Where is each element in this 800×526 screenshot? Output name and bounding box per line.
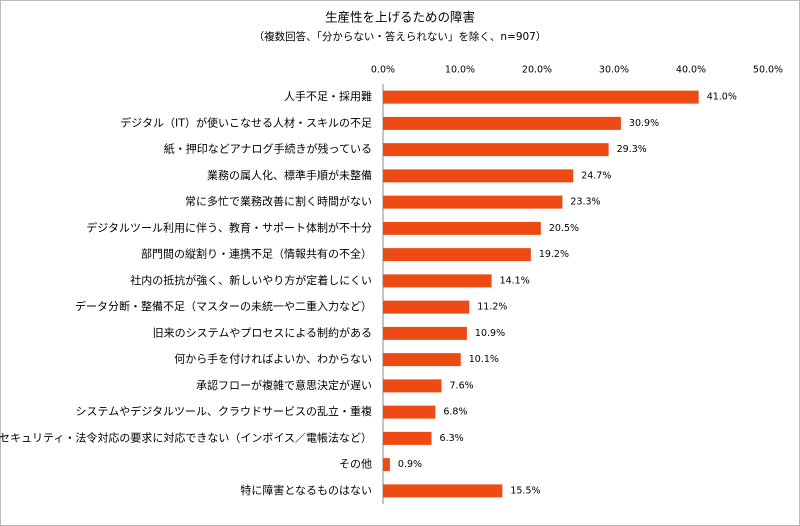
y-tick-label: 承認フローが複雑で意思決定が遅い bbox=[196, 378, 372, 392]
bar bbox=[383, 431, 432, 445]
y-tick-label: システムやデジタルツール、クラウドサービスの乱立・重複 bbox=[76, 404, 372, 418]
bar bbox=[383, 248, 531, 262]
x-tick-label: 10.0% bbox=[445, 65, 475, 76]
y-tick-label: デジタル（IT）が使いこなせる人材・スキルの不足 bbox=[120, 115, 372, 129]
value-label: 0.9% bbox=[398, 459, 422, 470]
bar bbox=[383, 195, 563, 209]
value-label: 29.3% bbox=[617, 144, 647, 155]
bar bbox=[383, 221, 541, 235]
y-tick-label: 人手不足・採用難 bbox=[284, 89, 372, 103]
y-tick-label: 特に障害となるものはない bbox=[240, 483, 372, 497]
bar bbox=[383, 116, 621, 130]
y-tick-label: 常に多忙で業務改善に割く時間がない bbox=[185, 194, 372, 208]
bar bbox=[383, 143, 609, 157]
value-label: 14.1% bbox=[500, 275, 530, 286]
value-label: 24.7% bbox=[581, 170, 611, 181]
value-label: 6.8% bbox=[443, 407, 467, 418]
x-tick-label: 40.0% bbox=[676, 65, 706, 76]
value-label: 7.6% bbox=[450, 380, 474, 391]
y-tick-label: セキュリティ・法令対応の要求に対応できない（インボイス／電帳法など） bbox=[0, 430, 372, 444]
value-label: 6.3% bbox=[440, 433, 464, 444]
bar bbox=[383, 169, 574, 183]
bar bbox=[383, 353, 461, 367]
value-label: 19.2% bbox=[539, 249, 569, 260]
bar bbox=[383, 379, 442, 393]
y-tick-label: 旧来のシステムやプロセスによる制約がある bbox=[153, 325, 372, 339]
bar bbox=[383, 300, 470, 314]
y-tick-label: 部門間の縦割り・連携不足（情報共有の不全） bbox=[141, 247, 372, 261]
y-tick-label: データ分断・整備不足（マスターの未統一や二重入力など） bbox=[75, 299, 372, 313]
value-label: 41.0% bbox=[707, 92, 737, 103]
value-label: 15.5% bbox=[510, 485, 540, 496]
bar bbox=[383, 90, 699, 104]
x-tick-label: 20.0% bbox=[522, 65, 552, 76]
value-label: 20.5% bbox=[549, 223, 579, 234]
y-tick-label: デジタルツール利用に伴う、教育・サポート体制が不十分 bbox=[86, 220, 372, 234]
y-tick-label: その他 bbox=[339, 458, 372, 471]
y-tick-label: 何から手を付ければよいか、わからない bbox=[174, 352, 372, 366]
x-tick-label: 30.0% bbox=[599, 65, 629, 76]
y-tick-label: 社内の抵抗が強く、新しいやり方が定着しにくい bbox=[130, 273, 372, 287]
bar bbox=[383, 405, 436, 419]
bar bbox=[383, 484, 503, 498]
chart-title: 生産性を上げるための障害 bbox=[325, 10, 475, 25]
value-label: 10.1% bbox=[469, 354, 499, 365]
bar bbox=[383, 458, 390, 472]
y-tick-label: 紙・押印などアナログ手続きが残っている bbox=[164, 142, 372, 156]
chart-subtitle: （複数回答、「分からない・答えられない」を除く、n=907） bbox=[254, 30, 547, 43]
value-label: 23.3% bbox=[570, 197, 600, 208]
bar bbox=[383, 274, 492, 288]
x-tick-label: 0.0% bbox=[371, 65, 395, 76]
value-label: 30.9% bbox=[629, 118, 659, 129]
y-tick-label: 業務の属人化、標準手順が未整備 bbox=[207, 168, 372, 182]
x-tick-label: 50.0% bbox=[753, 65, 783, 76]
value-label: 11.2% bbox=[477, 302, 507, 313]
bar bbox=[383, 326, 467, 340]
value-label: 10.9% bbox=[475, 328, 505, 339]
